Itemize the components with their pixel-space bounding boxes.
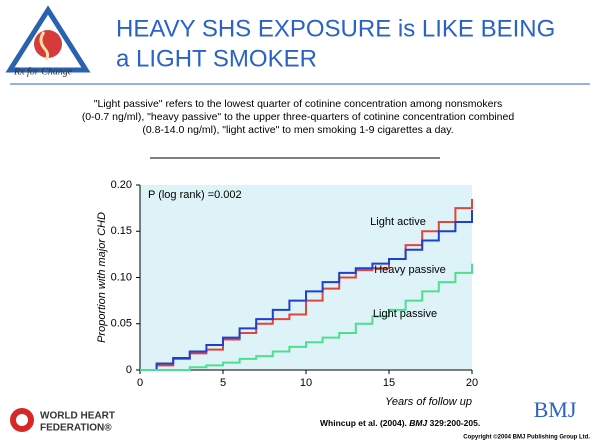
chart: 0 0.05 0.10 0.15 0.20 0 5 10 15 20 Years of follow…: [96, 179, 478, 408]
org-name: FEDERATION®: [40, 423, 112, 434]
journal: BMJ: [409, 418, 427, 428]
plot-background: [140, 185, 472, 370]
x-tick-label: 10: [300, 377, 312, 389]
y-tick-label: 0.10: [111, 271, 132, 283]
series-line: [140, 263, 473, 371]
description: (0-0.7 ng/ml), "heavy passive" to the up…: [82, 111, 515, 123]
x-tick-label: 15: [383, 377, 395, 389]
description: (0.8-14.0 ng/ml), "light active" to men …: [142, 124, 453, 136]
title-line: HEAVY SHS EXPOSURE is LIKE BEING: [116, 15, 555, 42]
annotation: P (log rank) =0.002: [148, 189, 242, 201]
org-name: WORLD HEART: [40, 411, 115, 422]
citation-text: Whincup et al. (2004).: [320, 418, 407, 428]
series-label: Light active: [370, 216, 426, 228]
y-tick-label: 0: [126, 364, 132, 376]
title-line: a LIGHT SMOKER: [116, 45, 317, 72]
series-label: Light passive: [373, 308, 437, 320]
reference: 329:200-205.: [430, 418, 481, 428]
x-tick-label: 5: [220, 377, 226, 389]
logo-text: Rx for Change: [13, 66, 73, 77]
bmj-logo: BMJ: [534, 397, 577, 422]
whf-logo: [10, 408, 34, 432]
logo: [5, 5, 91, 73]
y-tick-label: 0.15: [111, 225, 132, 237]
x-tick-label: 20: [466, 377, 478, 389]
x-tick-label: 0: [137, 377, 143, 389]
description: "Light passive" refers to the lowest qua…: [94, 98, 502, 110]
y-tick-label: 0.05: [111, 318, 132, 330]
y-tick-label: 0.20: [111, 179, 132, 191]
y-axis-label: Proportion with major CHD: [96, 212, 108, 343]
copyright: Copyright ©2004 BMJ Publishing Group Ltd…: [463, 434, 590, 441]
series-line: [140, 209, 473, 371]
x-axis-label: Years of follow up: [385, 396, 472, 408]
citation: Whincup et al. (2004). BMJ 329:200-205.: [320, 418, 480, 428]
series-label: Heavy passive: [374, 264, 446, 276]
